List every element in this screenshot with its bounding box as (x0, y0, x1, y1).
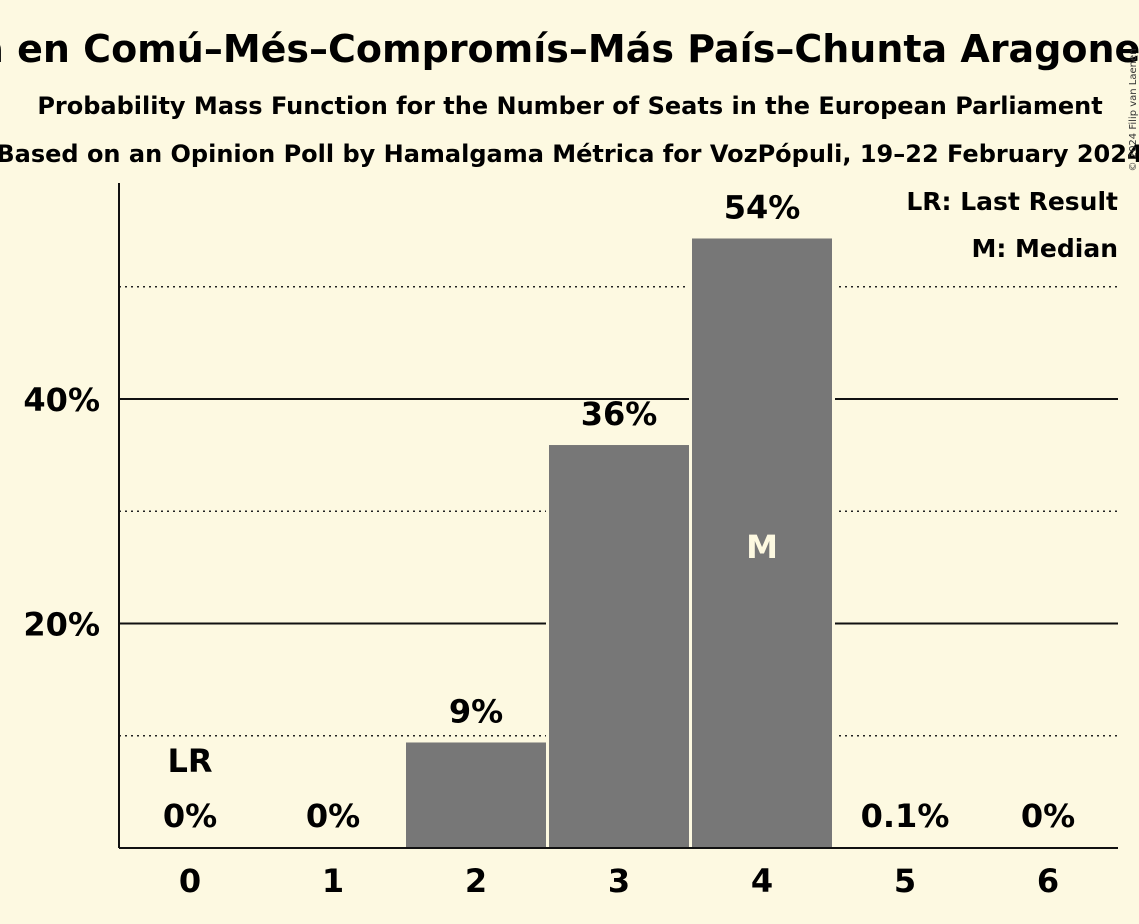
x-tick-labels: 0 1 2 3 4 5 6 (179, 862, 1059, 900)
legend-last-result: LR: Last Result (906, 187, 1118, 216)
x-tick-label: 1 (322, 862, 344, 900)
bars (403, 235, 835, 849)
bar (692, 238, 832, 849)
chart-subtitle: Probability Mass Function for the Number… (37, 92, 1102, 120)
axes (118, 183, 1118, 849)
last-result-marker: LR (167, 742, 212, 780)
chart-title: Sumar–Catalunya en Comú–Més–Compromís–Má… (0, 27, 1139, 71)
data-label: 36% (581, 395, 658, 433)
x-tick-label: 2 (465, 862, 487, 900)
data-label: 0% (163, 797, 217, 835)
x-tick-label: 3 (608, 862, 630, 900)
median-marker: M (746, 528, 778, 566)
x-tick-label: 4 (751, 862, 773, 900)
x-tick-label: 0 (179, 862, 201, 900)
data-label: 0% (1021, 797, 1075, 835)
copyright-text: © 2024 Filip van Laenen (1128, 49, 1139, 172)
bar (406, 742, 546, 848)
data-label: 54% (724, 188, 801, 226)
x-tick-label: 6 (1037, 862, 1059, 900)
chart-source: Based on an Opinion Poll by Hamalgama Mé… (0, 140, 1139, 168)
y-tick-label: 40% (23, 381, 100, 419)
markers: LR M (167, 528, 777, 780)
data-label: 0% (306, 797, 360, 835)
data-label: 0.1% (861, 797, 950, 835)
data-labels: 0% 0% 9% 36% 54% 0.1% 0% (163, 188, 1075, 835)
legend-median: M: Median (971, 234, 1118, 263)
bar (549, 445, 689, 848)
data-label: 9% (449, 692, 503, 730)
x-tick-label: 5 (894, 862, 916, 900)
y-tick-labels: 20% 40% (23, 381, 100, 644)
y-tick-label: 20% (23, 606, 100, 644)
